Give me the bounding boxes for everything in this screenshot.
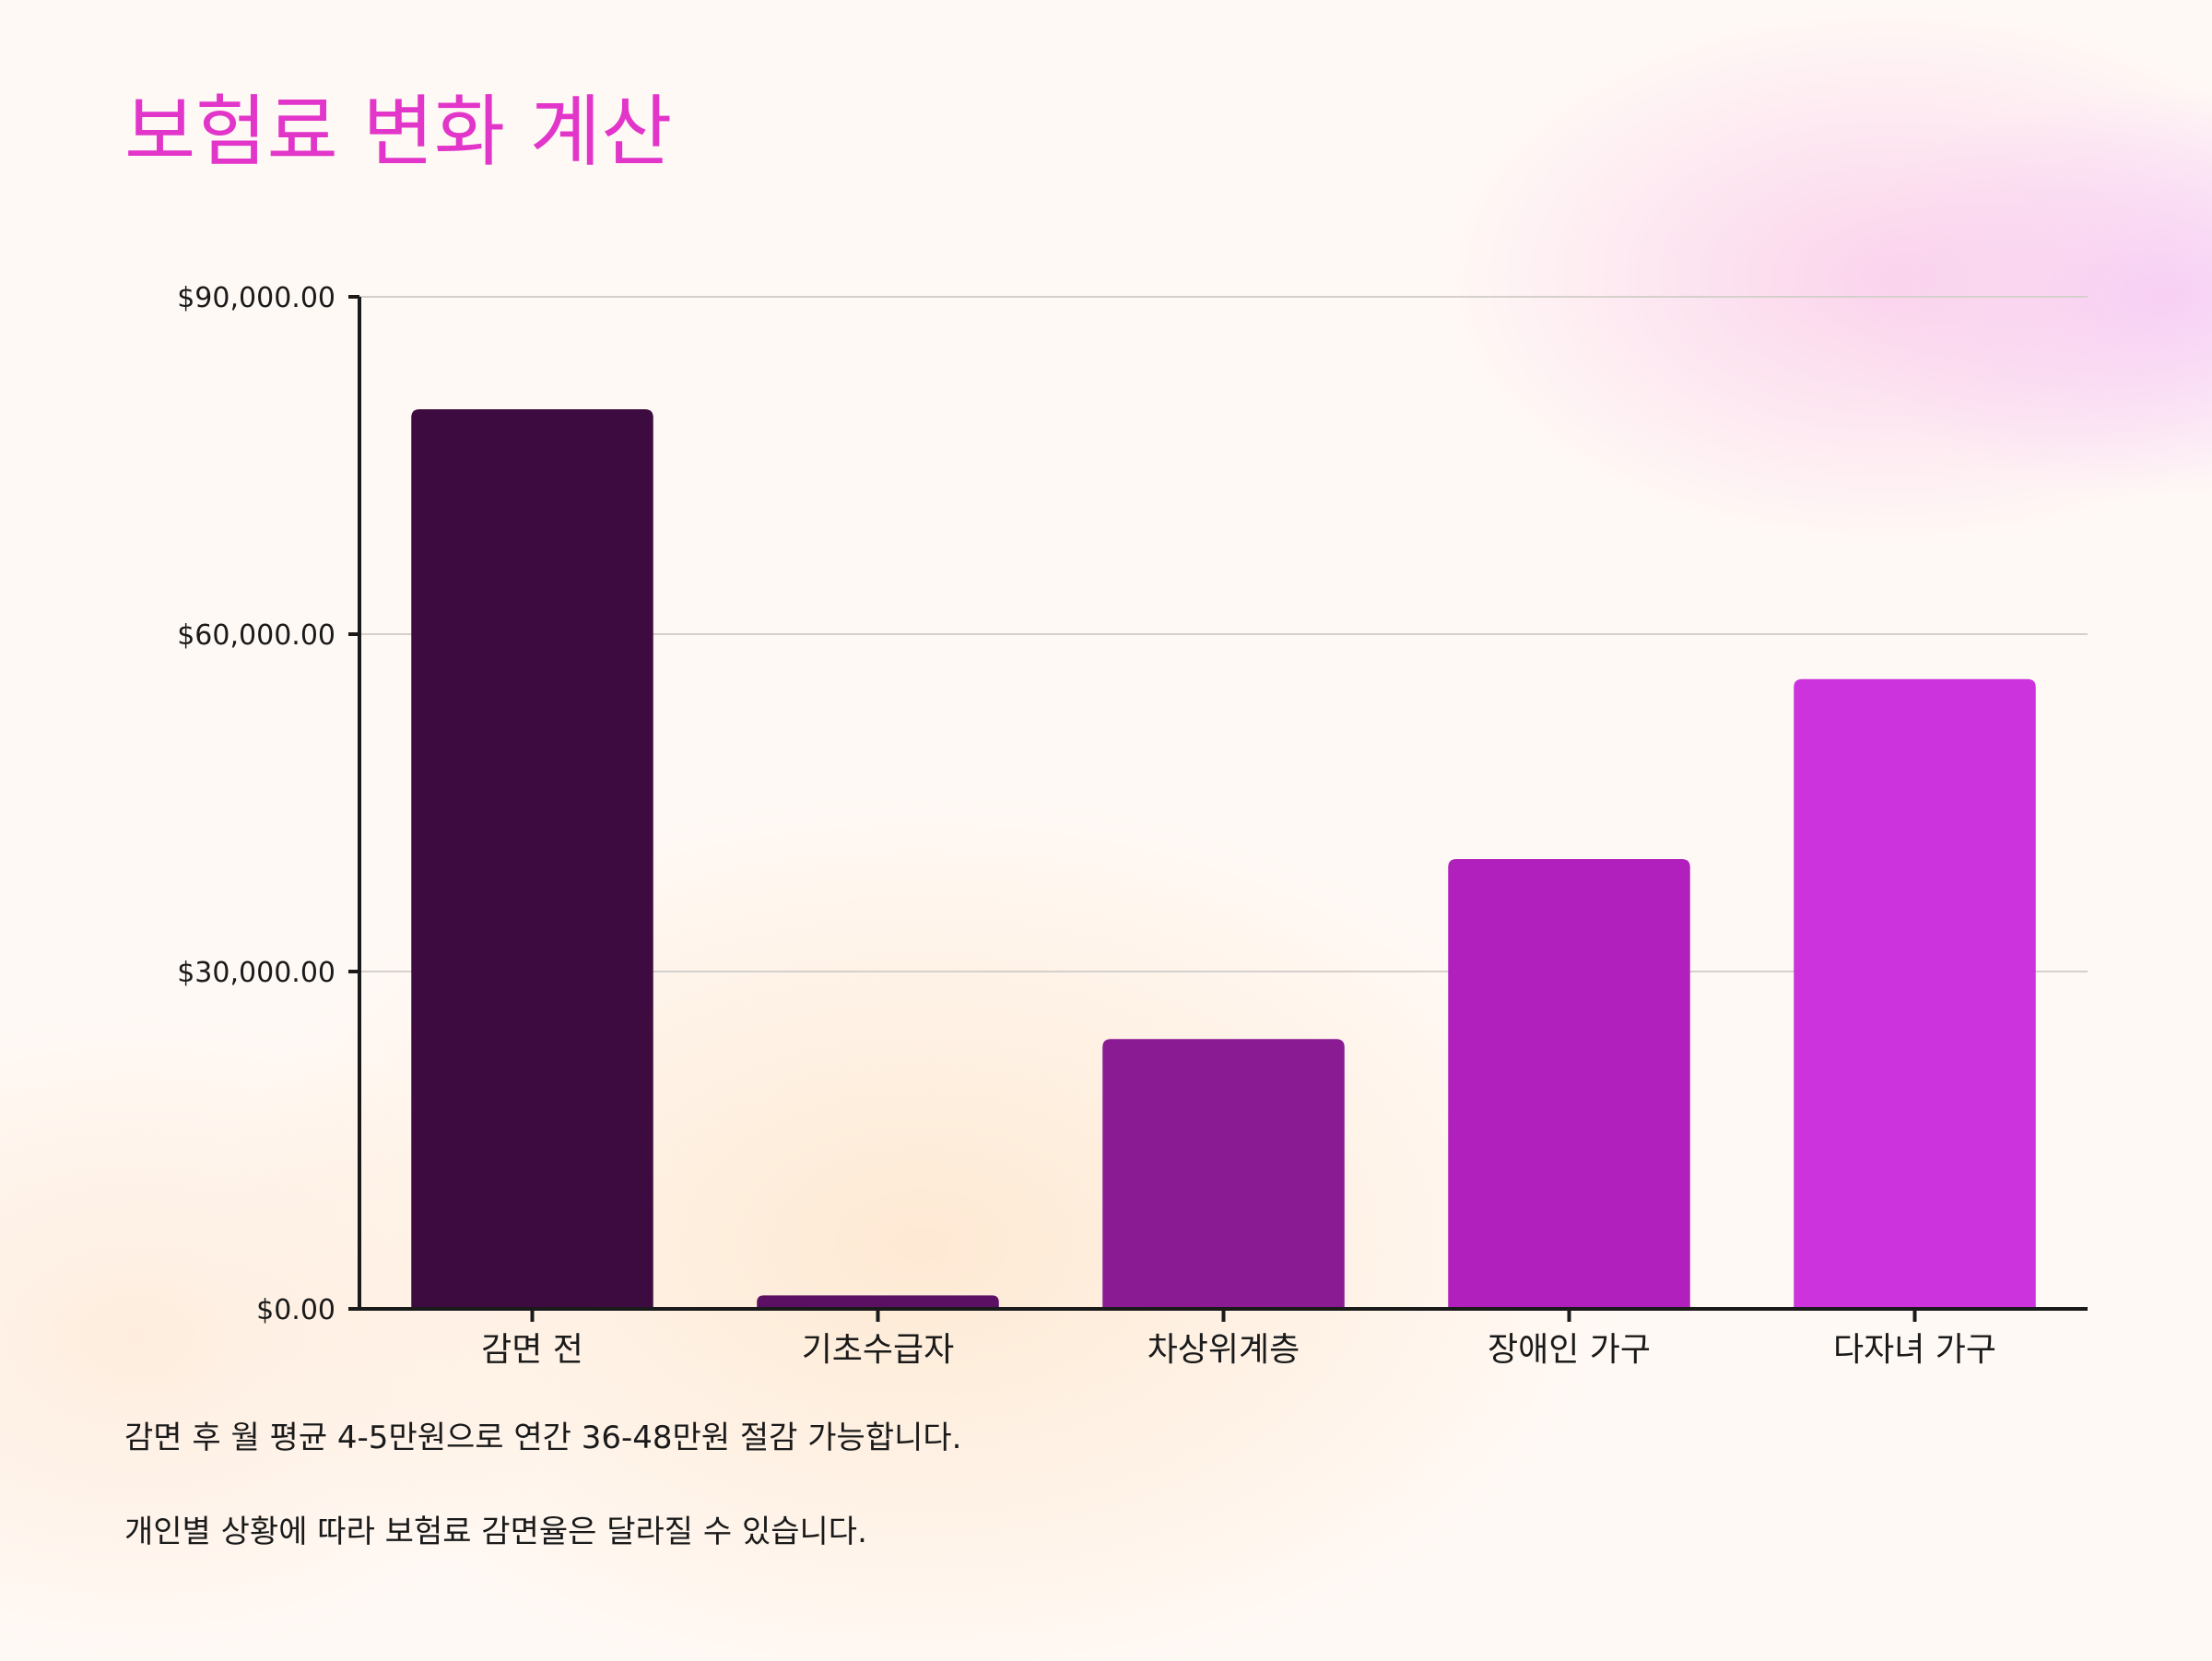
bar-5 [1794, 678, 2036, 1309]
bar-2 [757, 1295, 999, 1309]
bar-chart: $0.00 $30,000.00 $60,000.00 $90,000.00 감면 전 기… [177, 282, 2088, 1369]
y-tick-label: $30,000.00 [177, 957, 335, 989]
y-tick-label: $60,000.00 [177, 619, 335, 652]
bar-4 [1448, 859, 1690, 1309]
bar-3 [1102, 1039, 1345, 1309]
page-title: 보험료 변화 계산 [124, 87, 673, 177]
y-tick-label: $0.00 [256, 1294, 335, 1326]
x-tick-label: 기초수급자 [802, 1331, 955, 1369]
note-savings: 감면 후 월 평균 4-5만원으로 연간 36-48만원 절감 가능합니다. [124, 1420, 962, 1456]
x-tick-label: 감면 전 [481, 1331, 583, 1369]
bar-1 [411, 409, 653, 1309]
y-tick-label: $90,000.00 [177, 282, 335, 314]
note-disclaimer: 개인별 상황에 따라 보험료 감면율은 달라질 수 있습니다. [124, 1514, 867, 1550]
labels: $0.00 $30,000.00 $60,000.00 $90,000.00 감면 전 기… [177, 282, 1996, 1369]
x-tick-label: 다자녀 가구 [1833, 1331, 1996, 1369]
axes [348, 295, 2088, 1322]
x-tick-label: 장애인 가구 [1488, 1331, 1651, 1369]
x-tick-label: 차상위계층 [1147, 1331, 1300, 1369]
bars [411, 409, 2036, 1309]
